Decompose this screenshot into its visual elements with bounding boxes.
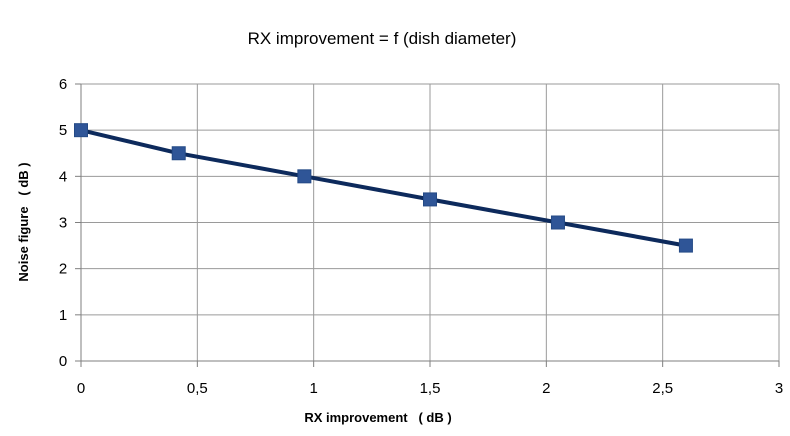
data-point xyxy=(74,123,88,138)
x-tick-label: 2 xyxy=(542,380,550,397)
data-point xyxy=(550,215,565,230)
x-tick-labels: 0 0,5 1 1,5 2 2,5 3 xyxy=(77,380,783,397)
y-tick-label: 5 xyxy=(59,122,67,139)
x-tick-label: 1 xyxy=(309,380,317,397)
y-axis-title: Noise figure ( dB ) xyxy=(16,162,31,281)
x-tick-label: 0 xyxy=(77,380,85,397)
y-tick-label: 3 xyxy=(59,215,67,232)
y-tick-label: 2 xyxy=(59,261,67,278)
x-tick-label: 2,5 xyxy=(652,380,673,397)
series-line xyxy=(80,128,687,248)
x-tick-label: 1,5 xyxy=(420,380,441,397)
data-point xyxy=(423,192,437,207)
y-tick-label: 6 xyxy=(59,76,67,93)
x-axis-title: RX improvement ( dB ) xyxy=(304,410,451,425)
x-tick-label: 0,5 xyxy=(187,380,208,397)
x-tick-label: 3 xyxy=(775,380,783,397)
data-point xyxy=(297,169,312,184)
y-tick-label: 1 xyxy=(59,307,67,324)
series-group xyxy=(74,123,693,253)
y-tick-labels: 0 1 2 3 4 5 6 xyxy=(59,76,67,370)
chart-title: RX improvement = f (dish diameter) xyxy=(248,29,517,48)
y-tick-label: 0 xyxy=(59,353,67,370)
y-tick-label: 4 xyxy=(59,168,67,185)
data-point xyxy=(678,238,693,253)
data-point xyxy=(171,146,186,161)
grid xyxy=(75,83,780,367)
